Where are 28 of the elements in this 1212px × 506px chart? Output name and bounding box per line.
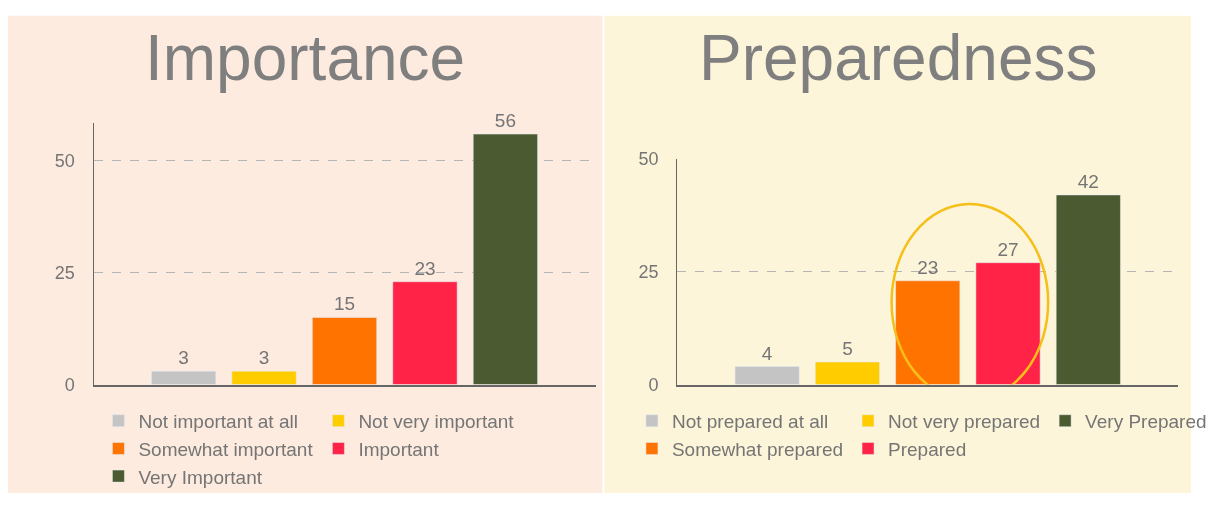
legend-label: Not very important: [358, 411, 515, 433]
y-tick-label: 50: [638, 149, 659, 170]
legend-label: Prepared: [888, 438, 967, 460]
chart-title: Importance: [145, 22, 466, 94]
data-label: 56: [494, 110, 516, 132]
y-tick-label: 25: [638, 262, 659, 283]
y-tick-label: 0: [64, 374, 75, 395]
legend-label: Not prepared at all: [671, 411, 829, 433]
y-tick-label: 50: [54, 151, 75, 172]
legend-label: Not very prepared: [888, 411, 1041, 433]
legend-label: Very Important: [138, 466, 263, 488]
data-label: 23: [917, 256, 939, 278]
data-label: 4: [761, 342, 773, 364]
legend-label: Very Prepared: [1085, 411, 1207, 433]
legend-label: Important: [358, 438, 440, 460]
y-tick-label: 25: [54, 263, 75, 284]
data-label: 5: [842, 338, 853, 360]
data-label: 23: [414, 257, 436, 279]
data-label: 27: [997, 238, 1019, 260]
legend-label: Somewhat prepared: [671, 438, 844, 460]
data-label: 3: [178, 347, 189, 369]
chart-title: Preparedness: [699, 22, 1098, 94]
data-label: 3: [258, 347, 270, 369]
data-label: 42: [1077, 170, 1099, 192]
data-label: 15: [333, 293, 356, 315]
y-tick-label: 0: [648, 374, 659, 395]
legend-label: Somewhat important: [138, 438, 314, 460]
legend-label: Not important at all: [138, 411, 298, 433]
